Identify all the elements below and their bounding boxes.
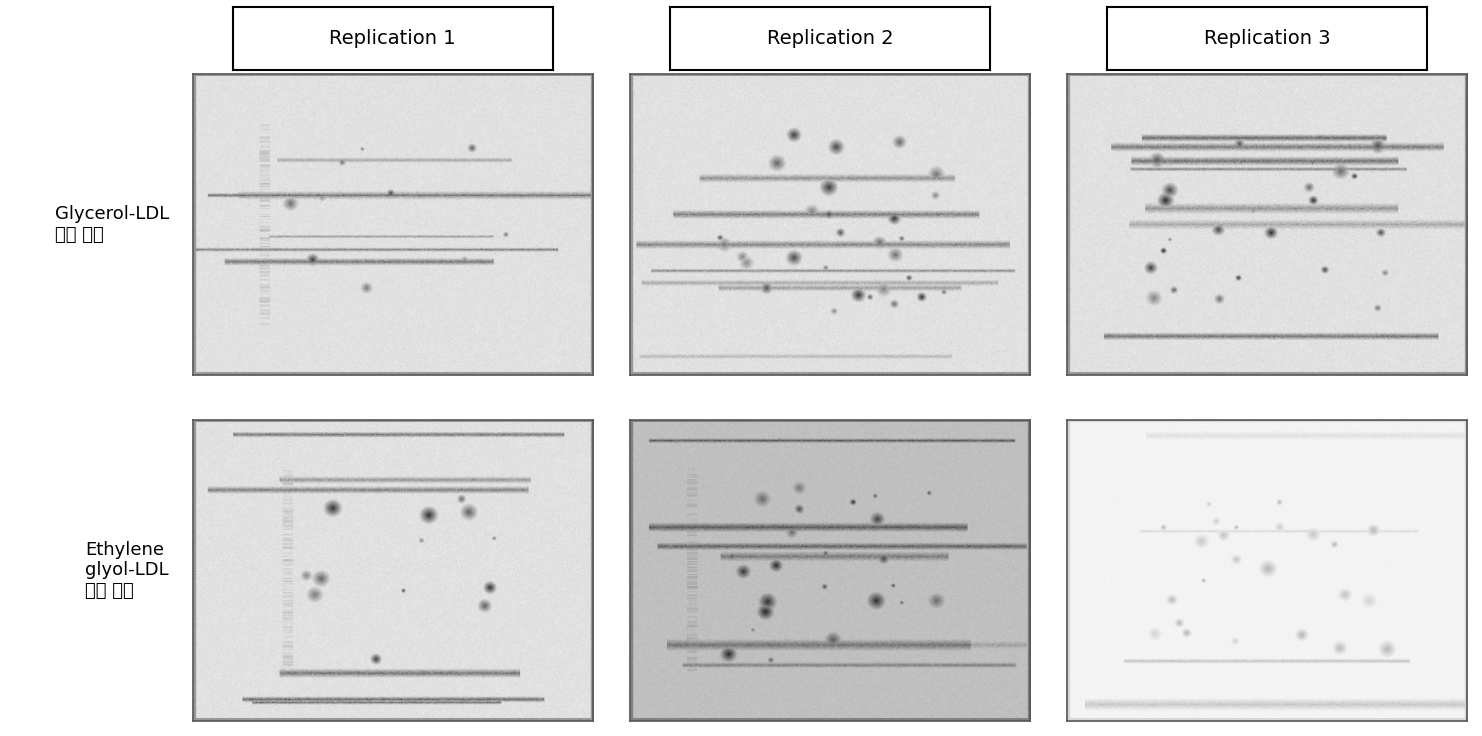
Text: Replication 2: Replication 2 bbox=[766, 29, 894, 48]
Text: Replication 3: Replication 3 bbox=[1203, 29, 1331, 48]
Text: Ethylene
glyol-LDL
이용 동결: Ethylene glyol-LDL 이용 동결 bbox=[86, 541, 169, 600]
Text: Glycerol-LDL
이용 동결: Glycerol-LDL 이용 동결 bbox=[55, 205, 169, 244]
Text: Replication 1: Replication 1 bbox=[329, 29, 456, 48]
